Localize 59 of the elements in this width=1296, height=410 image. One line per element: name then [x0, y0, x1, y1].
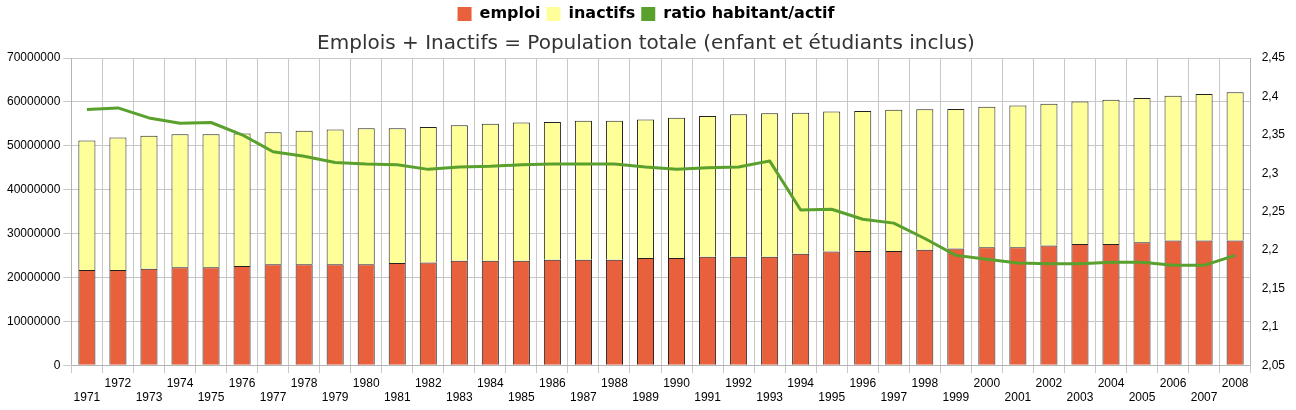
chart-title: Emplois + Inactifs = Population totale (enfant et étudiants inclus) [317, 30, 975, 55]
y2-tick-label: 2,25 [1261, 203, 1286, 218]
y-tick-label: 70000000 [7, 50, 61, 65]
y2-tick-label: 2,15 [1261, 280, 1286, 295]
x-tick-label: 1998 [911, 375, 939, 390]
y-tick-label: 40000000 [7, 181, 61, 196]
x-tick-label: 1981 [383, 390, 411, 405]
x-tick-label: 2004 [1097, 375, 1125, 390]
x-tick-label: 1986 [539, 375, 567, 390]
x-tick-label: 1982 [414, 375, 442, 390]
x-tick-label: 1975 [197, 390, 225, 405]
x-tick-label: 1979 [321, 390, 349, 405]
x-tick-label: 1999 [942, 390, 970, 405]
x-tick-label: 1996 [849, 375, 877, 390]
x-tick-label: 1985 [508, 390, 536, 405]
x-tick-label: 2008 [1221, 375, 1249, 390]
x-tick-label: 1978 [290, 375, 318, 390]
x-tick-label: 2006 [1159, 375, 1187, 390]
y2-tick-label: 2,45 [1261, 50, 1286, 65]
legend-label: ratio habitant/actif [663, 3, 836, 23]
x-tick-label: 1976 [228, 375, 256, 390]
legend-label: emploi [479, 3, 541, 23]
x-tick-label: 1991 [694, 390, 722, 405]
x-tick-label: 2001 [1004, 390, 1032, 405]
x-tick-label: 1990 [663, 375, 691, 390]
x-tick-label: 1997 [880, 390, 908, 405]
y2-tick-label: 2,2 [1261, 242, 1279, 257]
x-tick-label: 1972 [104, 375, 132, 390]
x-tick-label: 2005 [1128, 390, 1156, 405]
x-tick-label: 2000 [973, 375, 1001, 390]
x-tick-label: 1995 [818, 390, 846, 405]
x-tick-label: 1977 [259, 390, 287, 405]
x-tick-label: 2007 [1190, 390, 1218, 405]
y2-tick-label: 2,35 [1261, 127, 1286, 142]
x-tick-label: 1971 [73, 390, 101, 405]
x-tick-label: 1984 [476, 375, 505, 390]
x-tick-label: 1989 [632, 390, 660, 405]
x-tick-label: 2003 [1066, 390, 1094, 405]
y-tick-label: 10000000 [7, 313, 61, 328]
y2-tick-label: 2,3 [1261, 165, 1279, 180]
x-tick-label: 2002 [1035, 375, 1063, 390]
y-tick-label: 30000000 [7, 225, 61, 240]
x-tick-label: 1980 [352, 375, 380, 390]
y2-tick-label: 2,4 [1261, 88, 1279, 103]
legend-label: inactifs [568, 3, 636, 23]
y-tick-label: 50000000 [7, 138, 61, 153]
x-tick-label: 1992 [725, 375, 753, 390]
x-tick-label: 1973 [135, 390, 163, 405]
x-tick-label: 1993 [756, 390, 784, 405]
x-tick-label: 1987 [570, 390, 598, 405]
y-tick-label: 0 [53, 357, 61, 372]
x-tick-label: 1974 [166, 375, 194, 390]
y-tick-label: 60000000 [7, 94, 61, 109]
x-tick-label: 1983 [445, 390, 473, 405]
y-tick-label: 20000000 [7, 269, 61, 284]
y2-tick-label: 2,05 [1261, 357, 1286, 372]
x-tick-label: 1994 [787, 375, 815, 390]
y2-tick-label: 2,1 [1261, 319, 1279, 334]
x-tick-label: 1988 [601, 375, 629, 390]
